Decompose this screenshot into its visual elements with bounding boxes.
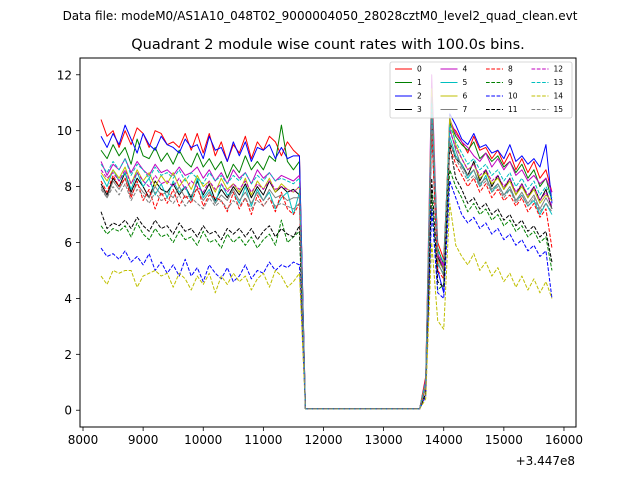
y-tick-label: 10 [57,124,72,138]
x-tick-label: 10000 [184,433,222,447]
x-tick-label: 16000 [545,433,583,447]
legend-label-15: 15 [554,105,564,114]
legend-label-0: 0 [417,65,422,74]
legend-label-10: 10 [508,92,518,101]
chart-title: Quadrant 2 module wise count rates with … [131,37,525,53]
series-layer [100,74,553,410]
x-tick-label: 11000 [244,433,282,447]
legend-frame [389,61,573,119]
data-file-header: Data file: modeM0/AS1A10_048T02_90000040… [63,9,578,23]
legend-label-14: 14 [554,92,564,101]
series-line-10 [100,180,553,410]
legend-label-7: 7 [463,105,468,114]
x-tick-label: 15000 [485,433,523,447]
x-axis: 8000 9000 10000 11000 12000 13000 14000 15000 16… [68,427,583,447]
legend-label-6: 6 [463,92,468,101]
legend-label-13: 13 [554,78,564,87]
y-axis: 0 2 4 6 8 10 12 [57,68,80,418]
x-axis-offset-label: +3.447e8 [516,454,575,468]
x-tick-label: 13000 [365,433,403,447]
legend-label-2: 2 [417,92,422,101]
legend-label-4: 4 [463,65,468,74]
plot-area: 8000 9000 10000 11000 12000 13000 14000 15000 16… [57,57,583,468]
x-tick-label: 14000 [425,433,463,447]
y-tick-label: 8 [64,180,72,194]
y-tick-label: 0 [64,404,72,418]
legend-label-1: 1 [417,78,422,87]
x-tick-label: 12000 [304,433,342,447]
legend-label-3: 3 [417,105,422,114]
legend-label-12: 12 [554,65,564,74]
y-tick-label: 12 [57,68,72,82]
legend-label-8: 8 [508,65,513,74]
legend-label-5: 5 [463,78,468,87]
y-tick-label: 2 [64,348,72,362]
legend-label-9: 9 [508,78,513,87]
legend-label-11: 11 [508,105,518,114]
x-tick-label: 8000 [68,433,99,447]
x-tick-label: 9000 [128,433,159,447]
series-line-15 [100,119,553,410]
y-tick-label: 4 [64,292,72,306]
y-tick-label: 6 [64,236,72,250]
